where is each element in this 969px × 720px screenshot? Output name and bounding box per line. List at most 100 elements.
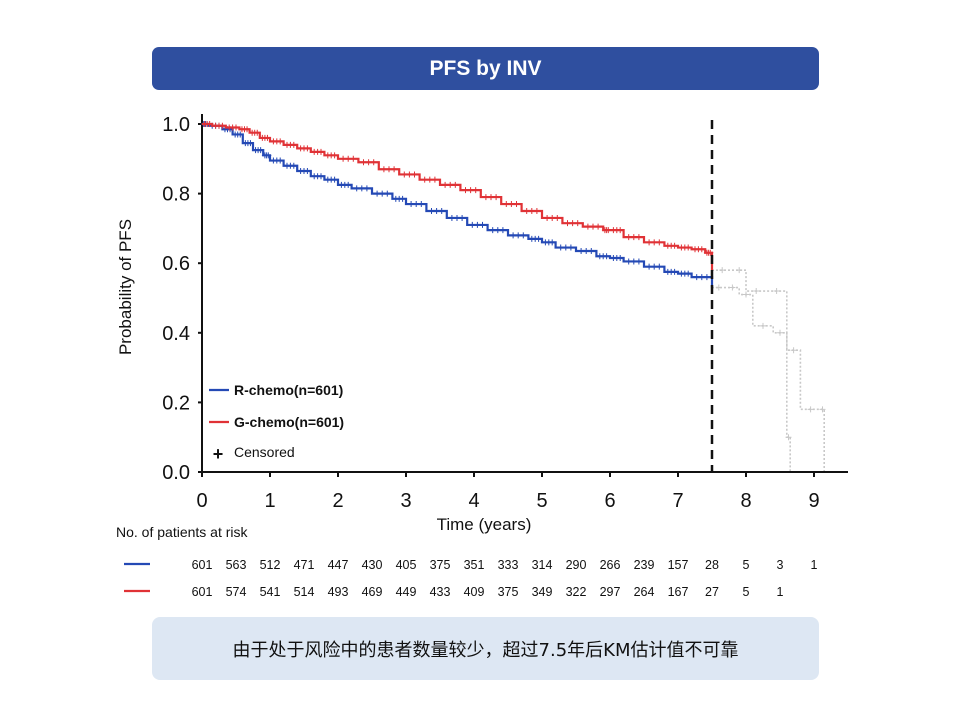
grey-censor-mark: [743, 291, 749, 298]
at-risk-value: 563: [226, 558, 247, 572]
censor-mark: [318, 173, 324, 180]
at-risk-value: 541: [260, 585, 281, 599]
at-risk-value: 512: [260, 558, 281, 572]
at-risk-value: 297: [600, 585, 621, 599]
grey-censor-mark: [777, 329, 783, 336]
at-risk-value: 239: [634, 558, 655, 572]
y-tick-label: 0.6: [162, 253, 190, 275]
grey-censor-mark: [773, 288, 780, 295]
censor-mark: [345, 155, 352, 162]
footnote-text: 由于处于风险中的患者数量较少，超过7.5年后KM估计值不可靠: [232, 639, 739, 661]
censor-mark: [399, 195, 406, 202]
censor-mark: [380, 166, 387, 173]
at-risk-value: 349: [532, 585, 553, 599]
grey-censor-mark: [736, 267, 743, 274]
censor-mark: [219, 122, 226, 129]
censor-mark: [513, 201, 520, 208]
censor-mark: [569, 220, 576, 227]
grey-censor-mark: [715, 284, 722, 291]
censor-mark: [588, 248, 595, 255]
censor-mark: [523, 208, 530, 214]
censor-mark: [304, 145, 311, 152]
censor-mark: [630, 258, 637, 265]
censor-mark: [557, 244, 564, 251]
x-axis-label: Time (years): [437, 515, 532, 534]
grey-censor-mark: [790, 347, 797, 354]
at-risk-value: 574: [226, 585, 247, 599]
censor-mark: [488, 194, 494, 201]
y-tick-label: 0.2: [162, 392, 190, 414]
censor-mark: [467, 187, 474, 194]
censor-mark: [549, 239, 556, 246]
x-tick-label: 0: [196, 490, 207, 512]
censor-mark: [206, 121, 213, 127]
censor-mark: [646, 263, 653, 270]
censor-mark: [562, 244, 569, 251]
censor-mark: [331, 176, 338, 183]
at-risk-value: 375: [498, 585, 519, 599]
censor-mark: [438, 208, 445, 214]
at-risk-value: 433: [430, 585, 451, 599]
at-risk-value: 3: [777, 558, 784, 572]
censor-mark: [353, 185, 360, 192]
at-risk-value: 27: [705, 585, 719, 599]
at-risk-value: 1: [777, 585, 784, 599]
censor-mark: [508, 201, 515, 208]
censor-mark: [254, 129, 261, 136]
censor-mark: [426, 176, 433, 183]
censor-mark: [459, 214, 466, 221]
censor-mark: [651, 263, 658, 270]
at-risk-value: 405: [396, 558, 417, 572]
censor-mark: [472, 187, 479, 194]
at-risk-value: 471: [294, 558, 315, 572]
at-risk-value: 409: [464, 585, 485, 599]
censor-mark: [421, 176, 428, 183]
legend-label: R-chemo(n=601): [234, 382, 343, 398]
censor-mark: [544, 214, 551, 221]
censor-mark: [442, 181, 449, 188]
censor-mark: [401, 171, 408, 178]
censor-mark: [605, 227, 612, 234]
censor-mark: [685, 270, 692, 277]
censor-mark: [418, 201, 425, 208]
censor-mark: [489, 227, 496, 234]
censor-mark: [617, 254, 624, 261]
censor-mark: [237, 131, 244, 138]
y-tick-label: 0.4: [162, 323, 190, 345]
x-tick-label: 4: [468, 490, 479, 512]
censor-mark: [510, 232, 517, 239]
x-tick-label: 5: [536, 490, 547, 512]
at-risk-value: 157: [668, 558, 689, 572]
censor-mark: [554, 214, 561, 221]
at-risk-value: 167: [668, 585, 689, 599]
censor-mark: [277, 157, 284, 164]
censor-mark: [671, 242, 678, 249]
censor-mark: [447, 181, 454, 188]
censor-mark: [590, 223, 596, 230]
censor-mark: [656, 263, 663, 270]
censor-mark: [567, 244, 574, 251]
x-tick-label: 1: [264, 490, 275, 512]
censor-mark: [257, 147, 264, 154]
censor-mark: [564, 220, 571, 227]
censor-mark: [413, 201, 420, 208]
censor-mark: [583, 248, 590, 255]
censor-mark: [384, 190, 391, 197]
censor-mark: [584, 223, 591, 230]
y-tick-label: 0.0: [162, 462, 190, 484]
at-risk-value: 601: [192, 585, 213, 599]
at-risk-value: 493: [328, 585, 349, 599]
grey-censor-mark: [785, 434, 792, 441]
at-risk-value: 266: [600, 558, 621, 572]
censor-mark: [265, 152, 272, 159]
at-risk-value: 28: [705, 558, 719, 572]
at-risk-value: 351: [464, 558, 485, 572]
censor-mark: [233, 124, 239, 131]
grey-censor-mark: [719, 267, 726, 274]
censor-mark: [646, 239, 653, 246]
censor-mark: [578, 248, 585, 255]
censor-mark: [635, 258, 642, 265]
censor-mark: [350, 155, 357, 162]
x-tick-label: 7: [672, 490, 683, 512]
legend-label: G-chemo(n=601): [234, 414, 344, 430]
